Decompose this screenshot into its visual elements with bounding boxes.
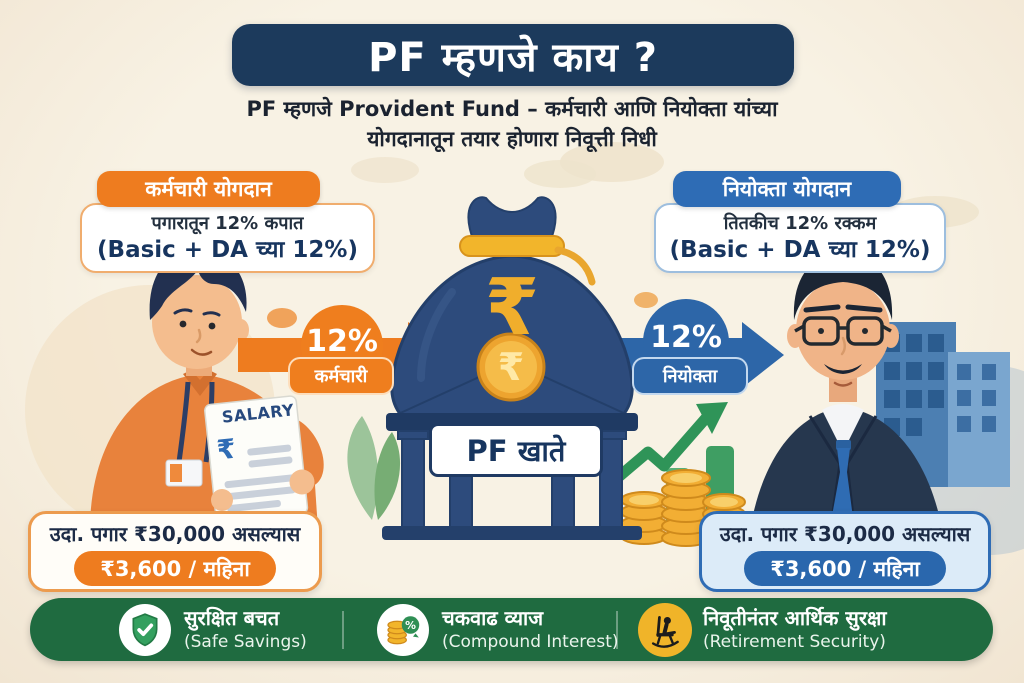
safe-savings-badge — [119, 604, 171, 656]
employer-amount-pill: ₹3,600 / महिना — [744, 551, 946, 586]
bag-rupee-symbol: ₹ — [484, 263, 540, 353]
employee-detail-line1: पगारातून 12% कपात — [151, 213, 304, 234]
footer-item-subtitle: (Safe Savings) — [184, 632, 307, 652]
employee-amount-pill: ₹3,600 / महिना — [74, 551, 276, 586]
page-title: PF म्हणजे काय ? — [368, 34, 658, 81]
retirement-badge — [638, 603, 692, 657]
title-banner: PF म्हणजे काय ? — [232, 24, 794, 86]
footer-item-title: चकवाढ व्याज — [442, 606, 544, 630]
retirement-text: निवूतीनंतर आर्थिक सुरक्षा (Retirement Se… — [703, 605, 887, 653]
safe-savings-text: सुरक्षित बचत (Safe Savings) — [184, 605, 307, 653]
retirement-chair-icon — [651, 615, 679, 648]
employee-example-box: उदा. पगार ₹30,000 असल्यास ₹3,600 / महिना — [28, 511, 322, 592]
compound-interest-badge: % — [377, 604, 429, 656]
shield-check-icon — [132, 613, 158, 647]
coins-percent-icon: % — [387, 616, 420, 645]
employer-contribution-header: नियोक्ता योगदान — [673, 171, 901, 207]
employer-detail-line1: तितकीच 12% रक्कम — [723, 213, 877, 234]
employee-detail-box: पगारातून 12% कपात (Basic + DA च्या 12%) — [80, 203, 375, 273]
city-buildings — [876, 322, 1010, 487]
subtitle-line2: योगदानातून तयार होणारा निवूत्ती निधी — [367, 127, 657, 151]
compound-interest-text: चकवाढ व्याज (Compound Interest) — [442, 605, 619, 653]
subtitle: PF म्हणजे Provident Fund – कर्मचारी आणि … — [0, 94, 1024, 154]
employer-example-line: उदा. पगार ₹30,000 असल्यास — [719, 522, 971, 546]
employer-example-box: उदा. पगार ₹30,000 असल्यास ₹3,600 / महिना — [699, 511, 991, 592]
employer-detail-box: तितकीच 12% रक्कम (Basic + DA च्या 12%) — [654, 203, 946, 273]
svg-text:%: % — [405, 619, 416, 632]
employee-example-line: उदा. पगार ₹30,000 असल्यास — [49, 522, 301, 546]
footer-item-subtitle: (Retirement Security) — [703, 632, 886, 652]
employee-contribution-header: कर्मचारी योगदान — [97, 171, 320, 207]
footer-divider — [616, 611, 618, 649]
employer-detail-line2: (Basic + DA च्या 12%) — [669, 237, 931, 263]
footer-item-subtitle: (Compound Interest) — [442, 632, 619, 652]
employer-arrow-label: नियोक्ता — [632, 357, 748, 395]
footer-item-title: निवूतीनंतर आर्थिक सुरक्षा — [703, 606, 887, 630]
footer-divider — [342, 611, 344, 649]
salary-doc-rupee: ₹ — [215, 433, 238, 467]
plant-leaves — [347, 416, 401, 520]
pf-account-sign: PF खाते — [429, 423, 603, 477]
employee-figure — [90, 249, 324, 530]
footer-item-title: सुरक्षित बचत — [184, 606, 280, 630]
coin-rupee-symbol: ₹ — [497, 345, 525, 389]
employee-arrow-label: कर्मचारी — [288, 357, 394, 395]
subtitle-line1: PF म्हणजे Provident Fund – कर्मचारी आणि … — [246, 97, 778, 121]
gold-coin — [476, 332, 546, 402]
benefits-footer: सुरक्षित बचत (Safe Savings) % चकवाढ व्या… — [30, 598, 993, 661]
glasses-icon — [794, 316, 892, 346]
employee-detail-line2: (Basic + DA च्या 12%) — [97, 237, 358, 263]
